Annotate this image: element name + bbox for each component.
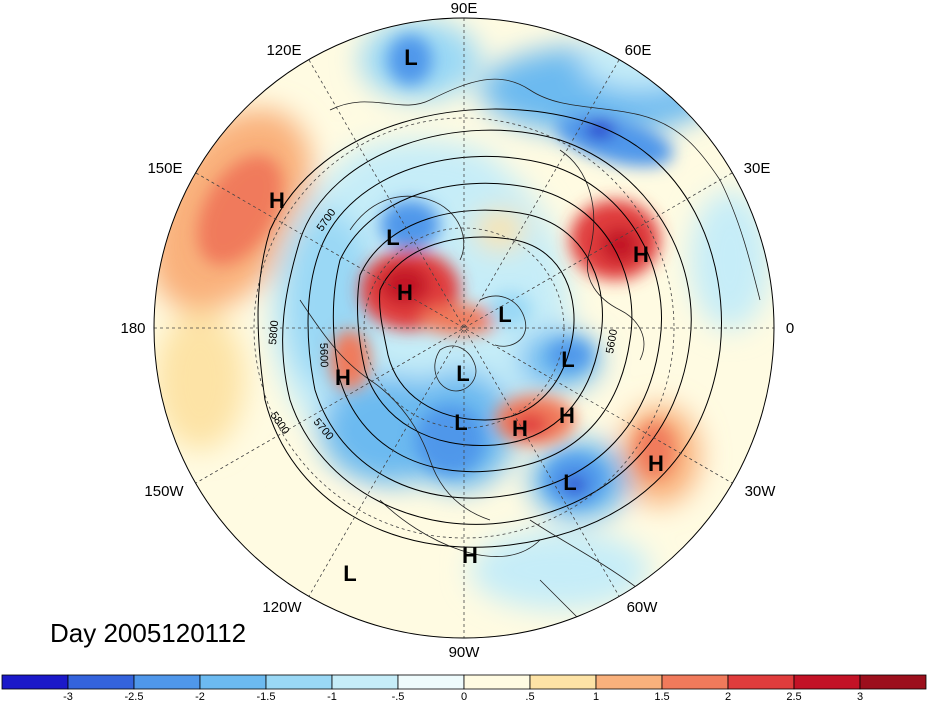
colorbar-tick-label: 0 <box>461 691 467 702</box>
colorbar-swatch <box>1 674 69 690</box>
colorbar-swatch <box>331 674 399 690</box>
lon-label-60e: 60E <box>625 42 652 59</box>
colorbar-swatch <box>661 674 729 690</box>
high-marker: H <box>269 188 285 213</box>
colorbar-tick-label: 2.5 <box>786 691 801 702</box>
lon-label-0: 0 <box>786 320 794 337</box>
low-marker: L <box>563 470 576 495</box>
colorbar-tick-label: -1 <box>327 691 337 702</box>
contour-label: 5800 <box>267 320 281 345</box>
colorbar-tick-label: -2 <box>195 691 205 702</box>
colorbar-tick-label: -3 <box>63 691 73 702</box>
colorbar-tick-label: 3 <box>857 691 863 702</box>
high-marker: H <box>462 543 478 568</box>
graticule <box>154 18 774 638</box>
pressure-system-markers: L H L H H H L L L H L H H L L H <box>269 45 664 586</box>
high-marker: H <box>512 416 528 441</box>
lon-label-90w: 90W <box>449 644 481 661</box>
low-marker: L <box>386 225 399 250</box>
colorbar-swatch <box>199 674 267 690</box>
height-contours <box>257 108 722 548</box>
lon-label-90e: 90E <box>451 0 478 17</box>
colorbar-tick-label: .5 <box>525 691 534 702</box>
high-marker: H <box>559 403 575 428</box>
low-marker: L <box>343 561 356 586</box>
lon-label-60w: 60W <box>627 599 659 616</box>
lon-label-120w: 120W <box>262 599 302 616</box>
map-border <box>153 17 775 639</box>
colorbar-tick-label: 1.5 <box>654 691 669 702</box>
low-marker: L <box>454 410 467 435</box>
colorbar-swatch <box>859 674 927 690</box>
low-marker: L <box>456 361 469 386</box>
colorbar-swatch <box>265 674 333 690</box>
low-marker: L <box>404 45 417 70</box>
lon-label-150e: 150E <box>147 160 182 177</box>
high-marker: H <box>633 242 649 267</box>
high-marker: H <box>648 451 664 476</box>
lon-label-180: 180 <box>120 320 145 337</box>
colorbar-swatch <box>793 674 861 690</box>
colorbar-tick-label: -1.5 <box>257 691 276 702</box>
colorbar-swatch <box>463 674 531 690</box>
lon-label-30e: 30E <box>744 160 771 177</box>
colorbar-swatch <box>529 674 597 690</box>
colorbar-tick-label: 2 <box>725 691 731 702</box>
high-marker: H <box>335 365 351 390</box>
colorbar-swatch <box>67 674 135 690</box>
lon-label-120e: 120E <box>266 42 301 59</box>
high-marker: H <box>397 280 413 305</box>
contour-label: 5600 <box>604 328 620 354</box>
map-title: Day 2005120112 <box>50 618 247 648</box>
low-marker: L <box>561 347 574 372</box>
contour-label: 5600 <box>317 343 330 368</box>
colorbar-tick-label: 1 <box>593 691 599 702</box>
lon-label-150w: 150W <box>144 483 184 500</box>
colorbar: -3 -2.5 -2 -1.5 -1 -.5 0 .5 1 1.5 2 2.5 3 <box>1 674 927 702</box>
colorbar-swatch <box>397 674 465 690</box>
colorbar-swatch <box>133 674 201 690</box>
colorbar-tick-label: -2.5 <box>125 691 144 702</box>
longitude-labels: 90E 60E 120E 30E 150E 0 180 30W 150W 60W… <box>120 0 794 661</box>
colorbar-swatch <box>727 674 795 690</box>
lon-label-30w: 30W <box>745 483 777 500</box>
low-marker: L <box>498 302 511 327</box>
colorbar-swatch <box>595 674 663 690</box>
colorbar-tick-label: -.5 <box>392 691 405 702</box>
contour-labels: 5700 5800 5600 5800 5700 5600 <box>267 207 620 443</box>
